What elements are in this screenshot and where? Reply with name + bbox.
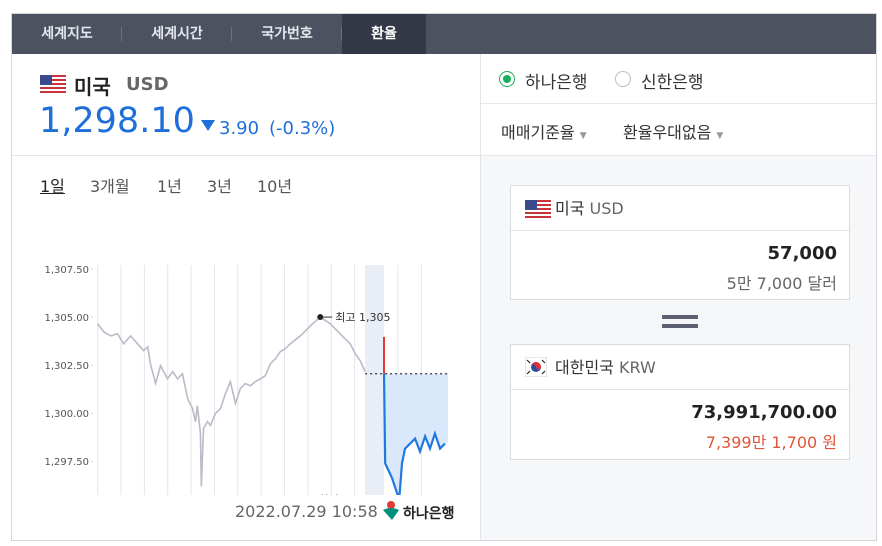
radio[interactable]: [499, 71, 515, 87]
timestamp: 2022.07.29 10:58: [235, 502, 378, 521]
dropdown-label: 환율우대없음: [623, 123, 712, 142]
y-tick-label: 1,297.50: [44, 457, 89, 468]
y-tick-label: 1,307.50: [44, 265, 89, 276]
amount: 73,991,700.00: [691, 402, 837, 423]
closed-hours-band: [365, 265, 385, 495]
change: 3.90: [219, 118, 260, 139]
tab[interactable]: 세계시간: [122, 14, 232, 54]
dropdown[interactable]: 매매기준율 ▼: [501, 123, 587, 142]
change-percent: (-0.3%): [269, 118, 336, 139]
period[interactable]: 1년: [157, 177, 182, 196]
area-fill: [384, 373, 448, 495]
tab[interactable]: 환율: [342, 14, 426, 54]
bank-option[interactable]: 신한은행: [641, 73, 704, 93]
right-panel: 하나은행 신한은행 매매기준율 ▼ 환율우대없음 ▼ 미국 USD 57,000…: [480, 54, 876, 540]
period[interactable]: 3개월: [90, 177, 130, 196]
price-line: [382, 373, 446, 495]
price-line: [97, 316, 366, 487]
kr-flag: [525, 357, 547, 377]
divider: [12, 155, 480, 156]
y-tick-label: 1,302.50: [44, 361, 89, 372]
left-panel: 미국 USD 1,298.10 3.90 (-0.3%) 1일 3개월 1년 3…: [12, 54, 480, 540]
y-tick-label: 1,300.00: [44, 409, 89, 420]
card-header: 미국 USD: [511, 186, 849, 231]
us-flag: [40, 75, 66, 93]
dropdown[interactable]: 환율우대없음 ▼: [623, 123, 724, 142]
radio[interactable]: [615, 71, 631, 87]
period[interactable]: 10년: [257, 177, 293, 196]
to-card: 대한민국 KRW 73,991,700.00 7,399만 1,700 원: [510, 344, 850, 460]
currency-code: USD: [126, 74, 169, 95]
tab[interactable]: 국가번호: [232, 14, 342, 54]
exchange-widget: 세계지도 세계시간 국가번호 환율 미국 USD 1,298.10 3.90 (…: [11, 13, 877, 541]
amount-words: 7,399만 1,700 원: [705, 433, 837, 452]
card-header: 대한민국 KRW: [511, 345, 849, 390]
dropdown-label: 매매기준율: [501, 123, 575, 142]
nav-bar: 세계지도 세계시간 국가번호 환율: [12, 14, 876, 54]
equals-icon: [662, 315, 698, 328]
country: 미국: [555, 199, 585, 218]
divider: [481, 103, 876, 104]
currency-code: KRW: [618, 358, 656, 377]
tab[interactable]: 세계지도: [12, 14, 122, 54]
bank-option[interactable]: 하나은행: [525, 73, 588, 93]
bank-name: 하나은행: [403, 506, 455, 522]
period[interactable]: 3년: [207, 177, 232, 196]
divider: [481, 155, 876, 156]
down-arrow: [201, 120, 215, 131]
country: 대한민국: [555, 358, 614, 377]
y-tick-label: 1,305.00: [44, 313, 89, 324]
us-flag: [525, 200, 551, 218]
period[interactable]: 1일: [40, 177, 65, 196]
amount: 57,000: [767, 243, 837, 264]
currency-code: USD: [589, 199, 624, 218]
chart: 11121314151617181920212209101,295.001,29…: [44, 265, 448, 495]
bank-logo: [383, 501, 399, 520]
options-area: [481, 54, 876, 155]
annotation-dot: [317, 314, 324, 321]
rate: 1,298.10: [39, 101, 195, 141]
annotation: 최저 1,295.5: [318, 494, 384, 495]
annotation: 최고 1,305: [335, 311, 390, 324]
country: 미국: [74, 75, 111, 99]
from-card: 미국 USD 57,000 5만 7,000 달러: [510, 185, 850, 300]
amount-words: 5만 7,000 달러: [726, 274, 837, 293]
